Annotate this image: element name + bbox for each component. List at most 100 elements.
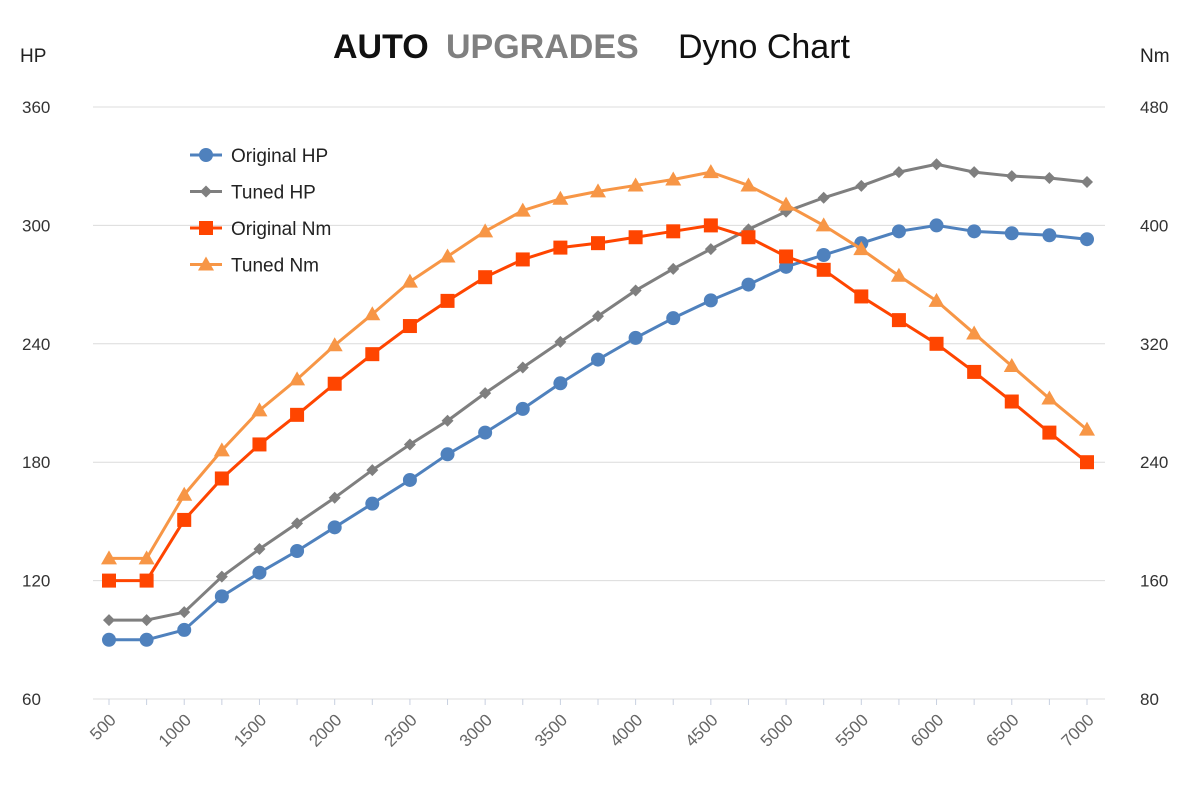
data-point: [103, 614, 115, 627]
data-point: [552, 190, 569, 205]
chart-title: Dyno Chart: [678, 28, 851, 66]
legend-item: Tuned HP: [190, 183, 316, 204]
y-right-tick-label: 320: [1140, 335, 1168, 354]
data-point: [366, 464, 379, 477]
data-point: [177, 512, 192, 527]
data-point: [892, 166, 905, 179]
x-tick-label: 500: [86, 710, 119, 743]
data-point: [553, 240, 568, 255]
x-tick-label: 2000: [305, 710, 345, 750]
x-tick-label: 6000: [907, 710, 947, 750]
data-point: [592, 310, 604, 323]
x-tick-label: 4500: [681, 710, 721, 750]
data-point: [628, 230, 643, 245]
data-point: [1042, 228, 1057, 243]
data-point: [290, 544, 305, 558]
legend-marker: [200, 185, 212, 198]
data-point: [667, 262, 680, 275]
data-point: [101, 550, 117, 565]
data-point: [741, 230, 756, 245]
data-point: [778, 196, 795, 211]
data-point: [966, 325, 983, 340]
data-point: [666, 311, 681, 326]
data-point: [252, 437, 267, 452]
x-tick-label: 5000: [757, 710, 797, 750]
series-original-hp: [102, 218, 1094, 647]
legend-label: Tuned HP: [231, 183, 316, 204]
data-point: [365, 347, 380, 362]
data-point: [102, 632, 116, 647]
data-point: [703, 293, 718, 308]
chart-title-brand-auto: AUTO: [333, 28, 429, 66]
data-point: [402, 472, 417, 487]
data-point: [514, 202, 531, 217]
data-point: [139, 632, 154, 647]
data-point: [401, 273, 418, 288]
y-right-tick-label: 480: [1140, 98, 1168, 117]
data-point: [213, 442, 230, 457]
data-point: [252, 565, 267, 580]
legend-item: Original Nm: [190, 219, 331, 240]
y-left-tick-label: 60: [22, 690, 41, 709]
data-point: [251, 402, 268, 417]
y-right-tick-label: 160: [1140, 572, 1168, 591]
x-tick-label: 1500: [230, 710, 270, 750]
data-point: [591, 352, 605, 367]
data-point: [478, 425, 493, 440]
data-point: [891, 224, 906, 239]
data-point: [1080, 455, 1094, 470]
legend-label: Original HP: [231, 146, 328, 167]
data-point: [214, 589, 229, 604]
y-left-tick-label: 180: [22, 453, 50, 472]
data-point: [853, 241, 870, 256]
x-tick-label: 7000: [1058, 710, 1098, 750]
data-point: [779, 249, 794, 264]
data-point: [328, 491, 341, 504]
x-tick-label: 4000: [606, 710, 646, 750]
data-point: [327, 376, 342, 391]
data-point: [1043, 172, 1056, 185]
data-point: [554, 335, 567, 348]
data-point: [441, 414, 454, 427]
chart-title-brand-upgrades: UPGRADES: [446, 28, 639, 66]
y-left-tick-label: 300: [22, 216, 50, 235]
y-axis-left-label: HP: [20, 46, 46, 67]
x-tick-label: 3500: [531, 710, 571, 750]
y-left-tick-label: 120: [22, 572, 50, 591]
data-point: [665, 171, 682, 186]
data-point: [140, 614, 153, 627]
data-point: [930, 158, 943, 171]
data-point: [891, 313, 906, 328]
data-point: [102, 573, 116, 588]
x-tick-label: 5500: [832, 710, 872, 750]
series-tuned-hp: [103, 158, 1093, 627]
data-point: [816, 262, 831, 277]
data-point: [815, 217, 832, 232]
data-point: [741, 277, 756, 292]
data-point: [176, 486, 193, 501]
data-point: [478, 270, 493, 285]
data-point: [440, 447, 455, 462]
data-point: [1080, 232, 1094, 247]
data-point: [1003, 358, 1020, 372]
x-tick-label: 1000: [155, 710, 195, 750]
series-line: [109, 223, 1088, 583]
data-point: [553, 376, 568, 391]
data-point: [178, 606, 191, 619]
data-point: [967, 224, 982, 239]
data-point: [967, 364, 982, 379]
data-point: [817, 191, 830, 204]
legend-label: Original Nm: [231, 219, 331, 240]
y-left-tick-label: 240: [22, 335, 50, 354]
data-point: [177, 622, 192, 637]
data-point: [138, 550, 155, 565]
series-tuned-nm: [101, 164, 1095, 565]
y-left-tick-label: 360: [22, 98, 50, 117]
data-point: [326, 337, 343, 352]
data-point: [365, 496, 380, 511]
data-point: [628, 330, 643, 345]
data-point: [627, 177, 644, 192]
y-right-tick-label: 240: [1140, 453, 1168, 472]
data-point: [253, 543, 266, 556]
data-point: [702, 164, 719, 179]
